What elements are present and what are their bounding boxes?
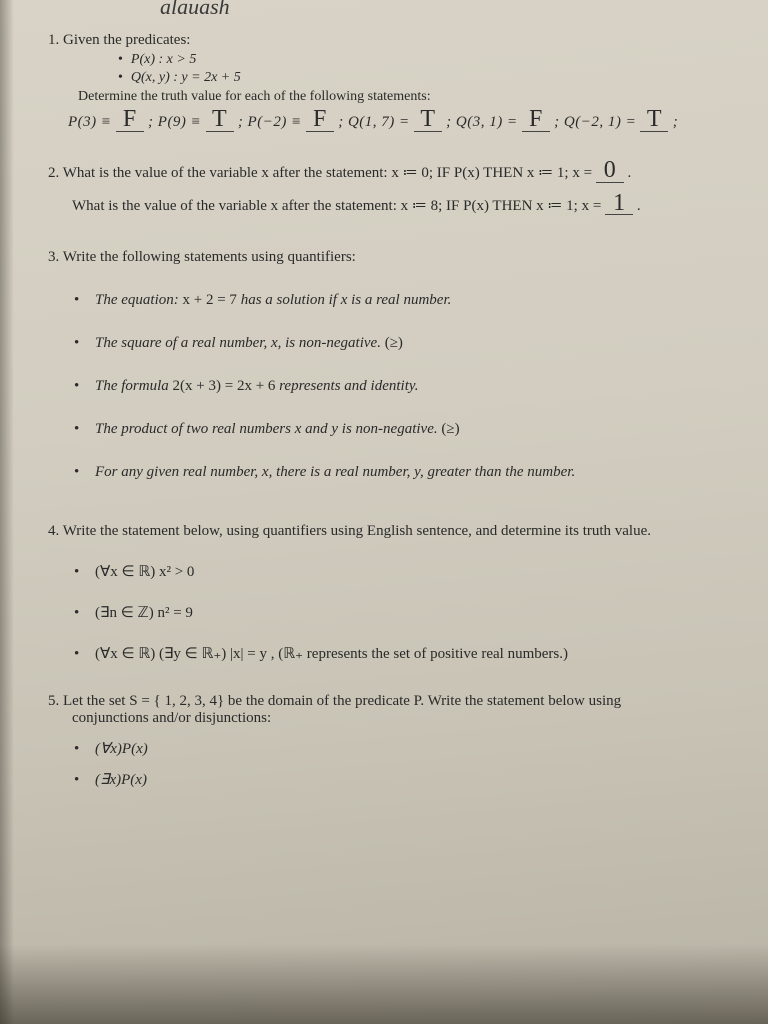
q3-i4-b: (≥) bbox=[441, 421, 459, 437]
handwritten-name: alauash bbox=[160, 0, 230, 20]
q1-determine: Determine the truth value for each of th… bbox=[78, 89, 734, 105]
q5-text-a: Let the set S = { 1, 2, 3, 4} be the dom… bbox=[63, 693, 621, 709]
q1-number: 1. bbox=[48, 32, 59, 48]
q31-label: ; Q(3, 1) = bbox=[446, 114, 517, 130]
page-bottom-shadow bbox=[0, 944, 768, 1024]
q5-item-2: • (∃x)P(x) bbox=[74, 770, 734, 789]
q3-item-3: • The formula 2(x + 3) = 2x + 6 represen… bbox=[74, 378, 734, 395]
q31-answer: F bbox=[522, 109, 550, 132]
q3-i1-b: x + 2 = 7 bbox=[183, 292, 237, 308]
q3-item-1: • The equation: x + 2 = 7 has a solution… bbox=[74, 292, 734, 309]
q5-i1: (∀x)P(x) bbox=[95, 741, 148, 757]
q4-i2: (∃n ∈ ℤ) n² = 9 bbox=[95, 605, 193, 621]
q2-text1: What is the value of the variable x afte… bbox=[63, 165, 592, 181]
q5-number: 5. bbox=[48, 693, 59, 709]
q3-i4-a: The product of two real numbers x and y … bbox=[95, 421, 441, 437]
q5-items: • (∀x)P(x) • (∃x)P(x) bbox=[74, 739, 734, 789]
pneg2-answer: F bbox=[306, 109, 334, 132]
q5-i2: (∃x)P(x) bbox=[95, 772, 147, 788]
q3-header: 3. Write the following statements using … bbox=[48, 249, 734, 266]
q3-items: • The equation: x + 2 = 7 has a solution… bbox=[74, 292, 734, 481]
q3-item-2: • The square of a real number, x, is non… bbox=[74, 335, 734, 352]
predicate-p: •P(x) : x > 5 bbox=[118, 51, 734, 69]
q3-i5: For any given real number, x, there is a… bbox=[95, 464, 575, 480]
q3-i3-b: 2(x + 3) = 2x + 6 bbox=[173, 378, 276, 394]
q17-label: ; Q(1, 7) = bbox=[338, 114, 409, 130]
q2-line2: What is the value of the variable x afte… bbox=[72, 193, 734, 216]
q5-header: 5. Let the set S = { 1, 2, 3, 4} be the … bbox=[48, 693, 734, 727]
qneg21-label: ; Q(−2, 1) = bbox=[554, 114, 636, 130]
qneg21-answer: T bbox=[640, 109, 668, 132]
q3-item-4: • The product of two real numbers x and … bbox=[74, 421, 734, 438]
p9-answer: T bbox=[206, 109, 234, 132]
q4-items: • (∀x ∈ ℝ) x² > 0 • (∃n ∈ ℤ) n² = 9 • (∀… bbox=[74, 562, 734, 663]
q1-text: Given the predicates: bbox=[63, 32, 190, 48]
q3-item-5: • For any given real number, x, there is… bbox=[74, 464, 734, 481]
q2-answer2: 1 bbox=[605, 193, 633, 216]
worksheet-page: alauash 1. Given the predicates: •P(x) :… bbox=[0, 0, 768, 809]
q2-tail2: . bbox=[637, 198, 641, 214]
q4-item-3: • (∀x ∈ ℝ) (∃y ∈ ℝ₊) |x| = y , (ℝ₊ repre… bbox=[74, 644, 734, 663]
q2-text2: What is the value of the variable x afte… bbox=[72, 198, 601, 214]
q3-i3-a: The formula bbox=[95, 378, 173, 394]
q3-i1-a: The equation: bbox=[95, 292, 183, 308]
p3-label: P(3) ≡ bbox=[68, 114, 112, 130]
q4-text: Write the statement below, using quantif… bbox=[63, 523, 651, 539]
q17-answer: T bbox=[414, 109, 442, 132]
q4-item-1: • (∀x ∈ ℝ) x² > 0 bbox=[74, 562, 734, 581]
q4-i3: (∀x ∈ ℝ) (∃y ∈ ℝ₊) |x| = y , (ℝ₊ represe… bbox=[95, 646, 568, 662]
q5-item-1: • (∀x)P(x) bbox=[74, 739, 734, 758]
q1-answers-row: P(3) ≡ F ; P(9) ≡ T ; P(−2) ≡ F ; Q(1, 7… bbox=[68, 109, 734, 132]
q2-answer1: 0 bbox=[596, 160, 624, 183]
q3-i2-a: The square of a real number, x, is non-n… bbox=[95, 335, 385, 351]
q3-i2-b: (≥) bbox=[385, 335, 403, 351]
q3-i1-c: has a solution if x is a real number. bbox=[241, 292, 452, 308]
predicate-q: •Q(x, y) : y = 2x + 5 bbox=[118, 69, 734, 87]
q2-line1: 2. What is the value of the variable x a… bbox=[48, 160, 734, 183]
q2-number: 2. bbox=[48, 165, 59, 181]
p3-answer: F bbox=[116, 109, 144, 132]
q4-i1: (∀x ∈ ℝ) x² > 0 bbox=[95, 564, 194, 580]
q1-tail: ; bbox=[673, 114, 679, 130]
p9-label: ; P(9) ≡ bbox=[148, 114, 201, 130]
pneg2-label: ; P(−2) ≡ bbox=[238, 114, 302, 130]
q4-item-2: • (∃n ∈ ℤ) n² = 9 bbox=[74, 603, 734, 622]
q2-tail1: . bbox=[628, 165, 632, 181]
q1-predicates: •P(x) : x > 5 •Q(x, y) : y = 2x + 5 bbox=[118, 51, 734, 87]
q3-i3-c: represents and identity. bbox=[279, 378, 418, 394]
q4-header: 4. Write the statement below, using quan… bbox=[48, 523, 734, 540]
q1-header: 1. Given the predicates: bbox=[48, 32, 734, 49]
q3-text: Write the following statements using qua… bbox=[63, 249, 356, 265]
q3-number: 3. bbox=[48, 249, 59, 265]
q5-text-b: conjunctions and/or disjunctions: bbox=[72, 710, 271, 726]
q4-number: 4. bbox=[48, 523, 59, 539]
